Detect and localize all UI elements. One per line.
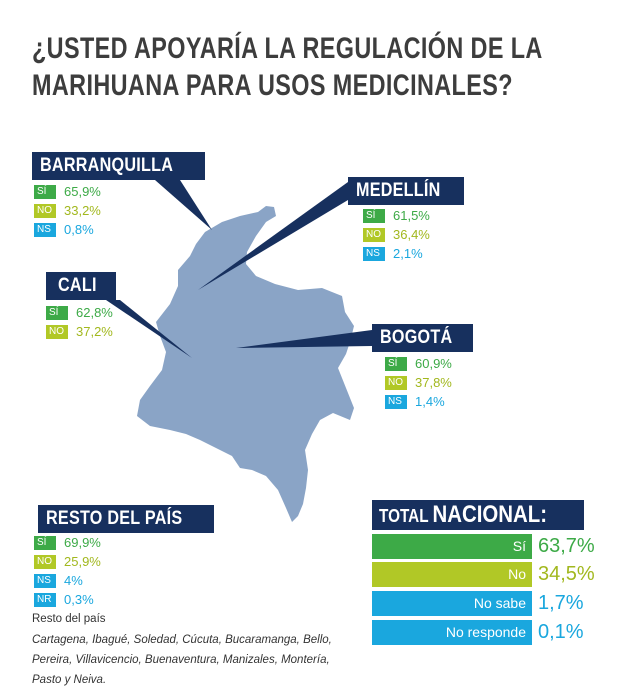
si-value: 60,9% — [415, 356, 452, 371]
city-name-bogota: BOGOTÁ — [380, 327, 453, 348]
medellin-row-no: NO 36,4% — [363, 225, 430, 244]
title-line-2: MARIHUANA PARA USOS MEDICINALES? — [32, 69, 513, 102]
no-tag: NO — [34, 203, 56, 218]
city-name-barranquilla: BARRANQUILLA — [40, 155, 174, 176]
si-value: 69,9% — [64, 535, 101, 550]
title-line-1: ¿USTED APOYARÍA LA REGULACIÓN DE LA — [32, 32, 543, 65]
no-value: 25,9% — [64, 554, 101, 569]
callout-medellin — [198, 182, 348, 290]
no-tag: NO — [46, 324, 68, 339]
total-bar-no-responde: No responde — [372, 620, 532, 645]
no-tag: NO — [363, 227, 385, 242]
bogota-row-si: SÍ 60,9% — [385, 354, 452, 373]
si-tag: SÍ — [34, 535, 56, 550]
resto-note-list: Cartagena, Ibagué, Soledad, Cúcuta, Buca… — [32, 634, 332, 686]
si-tag: SÍ — [34, 184, 56, 199]
barranquilla-row-no: NO 33,2% — [34, 201, 101, 220]
total-bar-no: No — [372, 562, 532, 587]
nr-tag: NR — [34, 592, 56, 607]
city-name-medellin: MEDELLÍN — [356, 180, 441, 201]
barranquilla-row-ns: NS 0,8% — [34, 220, 101, 239]
city-name-cali: CALI — [58, 275, 97, 296]
total-row-no: No 34,5% — [372, 562, 595, 587]
city-name-resto: RESTO DEL PAÍS — [46, 508, 183, 529]
cali-row-no: NO 37,2% — [46, 322, 113, 341]
bogota-row-ns: NS 1,4% — [385, 392, 452, 411]
si-tag: SÍ — [385, 356, 407, 371]
ns-tag: NS — [385, 394, 407, 409]
total-value-no-responde: 0,1% — [538, 621, 584, 643]
total-bar-no-sabe: No sabe — [372, 591, 532, 616]
no-tag: NO — [385, 375, 407, 390]
si-value: 61,5% — [393, 208, 430, 223]
total-value-no-sabe: 1,7% — [538, 592, 584, 614]
ns-value: 4% — [64, 573, 83, 588]
resto-row-si: SÍ 69,9% — [34, 533, 101, 552]
cali-results: SÍ 62,8% NO 37,2% — [46, 303, 113, 341]
city-label-cali: CALI — [46, 272, 116, 300]
total-value-no: 34,5% — [538, 563, 595, 585]
no-value: 36,4% — [393, 227, 430, 242]
total-nacional-label: TOTAL NACIONAL: — [372, 500, 584, 530]
resto-note-title: Resto del país — [32, 613, 106, 625]
ns-tag: NS — [34, 573, 56, 588]
total-label-a: TOTAL — [379, 506, 433, 526]
total-row-no-sabe: No sabe 1,7% — [372, 591, 584, 616]
callout-bogota — [236, 330, 372, 348]
city-label-medellin: MEDELLÍN — [348, 177, 464, 205]
resto-row-no: NO 25,9% — [34, 552, 101, 571]
barranquilla-row-si: SÍ 65,9% — [34, 182, 101, 201]
colombia-shape — [137, 206, 354, 522]
total-row-si: Sí 63,7% — [372, 534, 595, 559]
total-row-no-responde: No responde 0,1% — [372, 620, 584, 645]
callout-cali — [106, 300, 192, 358]
page-title: ¿USTED APOYARÍA LA REGULACIÓN DE LA MARI… — [32, 30, 543, 104]
city-label-barranquilla: BARRANQUILLA — [32, 152, 205, 180]
ns-value: 1,4% — [415, 394, 445, 409]
ns-tag: NS — [34, 222, 56, 237]
city-label-resto: RESTO DEL PAÍS — [38, 505, 215, 533]
bogota-results: SÍ 60,9% NO 37,8% NS 1,4% — [385, 354, 452, 411]
barranquilla-results: SÍ 65,9% NO 33,2% NS 0,8% — [34, 182, 101, 239]
ns-value: 0,8% — [64, 222, 94, 237]
resto-row-nr: NR 0,3% — [34, 590, 101, 609]
no-value: 33,2% — [64, 203, 101, 218]
medellin-results: SÍ 61,5% NO 36,4% NS 2,1% — [363, 206, 430, 263]
resto-row-ns: NS 4% — [34, 571, 101, 590]
total-value-si: 63,7% — [538, 535, 595, 557]
no-value: 37,2% — [76, 324, 113, 339]
no-tag: NO — [34, 554, 56, 569]
ns-tag: NS — [363, 246, 385, 261]
total-bar-si: Sí — [372, 534, 532, 559]
no-value: 37,8% — [415, 375, 452, 390]
total-label-b: NACIONAL: — [432, 501, 548, 528]
cali-row-si: SÍ 62,8% — [46, 303, 113, 322]
nr-value: 0,3% — [64, 592, 94, 607]
medellin-row-si: SÍ 61,5% — [363, 206, 430, 225]
ns-value: 2,1% — [393, 246, 423, 261]
si-value: 65,9% — [64, 184, 101, 199]
medellin-row-ns: NS 2,1% — [363, 244, 430, 263]
bogota-row-no: NO 37,8% — [385, 373, 452, 392]
callout-barranquilla — [155, 180, 212, 230]
city-label-bogota: BOGOTÁ — [372, 324, 474, 352]
si-value: 62,8% — [76, 305, 113, 320]
si-tag: SÍ — [363, 208, 385, 223]
si-tag: SÍ — [46, 305, 68, 320]
resto-results: SÍ 69,9% NO 25,9% NS 4% NR 0,3% — [34, 533, 101, 609]
